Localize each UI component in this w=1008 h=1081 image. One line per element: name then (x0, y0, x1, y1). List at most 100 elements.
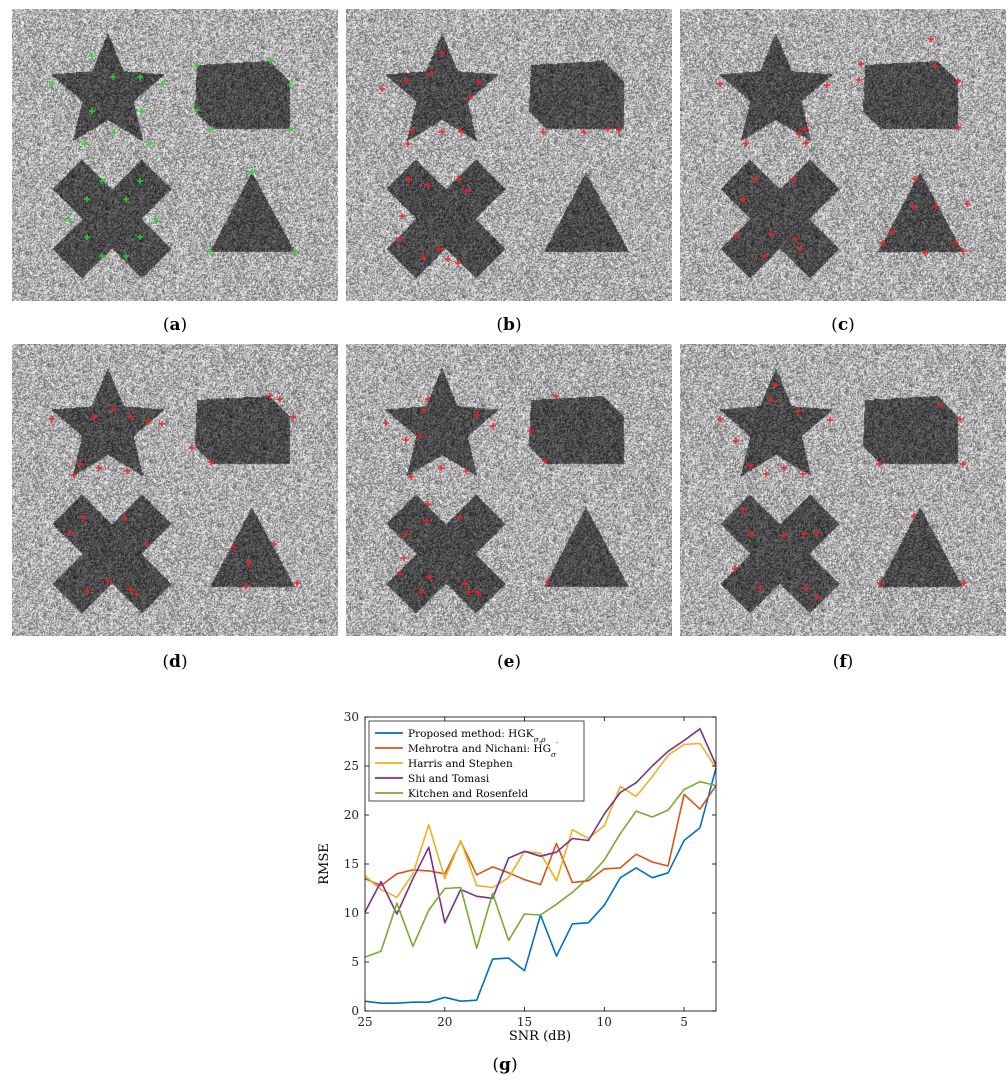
corner-marker (763, 471, 769, 477)
corner-marker (271, 541, 277, 547)
corner-marker (246, 560, 252, 566)
series-line (364, 785, 717, 887)
y-tick-label: 20 (344, 808, 359, 822)
legend-entry: Proposed method: HGKσ,ρ (375, 728, 546, 744)
corner-marker (467, 94, 473, 100)
corner-markers (717, 382, 967, 600)
corner-marker (159, 81, 165, 87)
corner-marker (137, 178, 143, 184)
corner-marker (791, 176, 797, 182)
corner-marker (231, 544, 237, 550)
corner-marker (880, 240, 886, 246)
corner-marker (553, 393, 559, 399)
caption-b: (b) (496, 315, 522, 335)
corner-marker (960, 461, 966, 467)
corner-marker (463, 188, 469, 194)
corner-marker (133, 591, 139, 597)
corner-marker (955, 78, 961, 84)
corner-marker (545, 579, 551, 585)
corner-marker (801, 531, 807, 537)
corner-marker (287, 126, 293, 132)
corner-marker (208, 459, 214, 465)
corner-marker (542, 458, 548, 464)
corner-marker (49, 81, 55, 87)
legend-box (368, 720, 585, 802)
corner-marker (401, 555, 407, 561)
y-tick-label: 15 (344, 857, 359, 871)
x-tick-label: 15 (517, 1015, 532, 1029)
corner-marker (249, 169, 255, 175)
corner-marker (717, 416, 723, 422)
panel-e (346, 344, 672, 636)
corner-marker (911, 513, 917, 519)
legend-label: Shi and Tomasi (408, 773, 490, 785)
corner-marker (781, 465, 787, 471)
corner-marker (803, 585, 809, 591)
y-tick-label: 5 (351, 955, 359, 969)
legend-entry: Harris and Stephen (375, 758, 513, 770)
corner-marker (194, 62, 200, 68)
y-tick-label: 25 (344, 759, 359, 773)
panel-d (12, 344, 338, 636)
corner-marker (427, 574, 433, 580)
noisy-shapes-image (680, 344, 1006, 636)
corner-marker (772, 382, 778, 388)
corner-marker (802, 126, 808, 132)
corner-marker (858, 61, 864, 67)
corner-marker (964, 201, 970, 207)
y-tick-label: 30 (344, 710, 359, 724)
corner-marker (856, 77, 862, 83)
corner-marker (287, 82, 293, 88)
corner-marker (425, 396, 431, 402)
corner-marker (462, 580, 468, 586)
corner-marker (814, 530, 820, 536)
corner-marker (463, 468, 469, 474)
corner-marker (81, 515, 87, 521)
corner-marker (458, 128, 464, 134)
corner-marker (732, 566, 738, 572)
corner-marker (406, 176, 412, 182)
caption-g: (g) (492, 1055, 518, 1075)
rmse-chart: 25 20 15 10 5 0 5 10 15 20 25 30 SNR (dB) RMSE Prop… (300, 705, 730, 1045)
corner-marker (928, 36, 934, 42)
corner-marker (803, 140, 809, 146)
corner-marker (425, 182, 431, 188)
corner-marker (91, 414, 97, 420)
corner-marker (84, 234, 90, 240)
corner-marker (418, 589, 424, 595)
corner-marker (399, 213, 405, 219)
corner-marker (405, 141, 411, 147)
corner-marker (397, 236, 403, 242)
corner-marker (207, 248, 213, 254)
corner-marker (425, 501, 431, 507)
corner-marker (436, 246, 442, 252)
corner-marker (748, 462, 754, 468)
corner-marker (748, 531, 754, 537)
y-tick-label: 10 (344, 906, 359, 920)
corner-marker (105, 578, 111, 584)
corner-markers (379, 50, 622, 266)
corner-marker (605, 126, 611, 132)
corner-marker (145, 418, 151, 424)
corner-marker (294, 580, 300, 586)
corner-marker (960, 248, 966, 254)
corner-marker (889, 229, 895, 235)
corner-marker (428, 70, 434, 76)
panel-b (346, 9, 672, 301)
corner-marker (953, 240, 959, 246)
corner-marker (194, 107, 200, 113)
corner-marker (423, 518, 429, 524)
corner-marker (124, 468, 130, 474)
legend-label: Harris and Stephen (408, 758, 513, 770)
corner-marker (89, 108, 95, 114)
panel-a (12, 9, 338, 301)
corner-marker (768, 397, 774, 403)
corner-marker (797, 246, 803, 252)
corner-marker (961, 580, 967, 586)
y-axis-label: RMSE (317, 843, 332, 885)
corner-marker (416, 433, 422, 439)
x-tick-label: 25 (357, 1015, 372, 1029)
corner-marker (67, 530, 73, 536)
corner-marker (421, 407, 427, 413)
panel-c (680, 9, 1006, 301)
